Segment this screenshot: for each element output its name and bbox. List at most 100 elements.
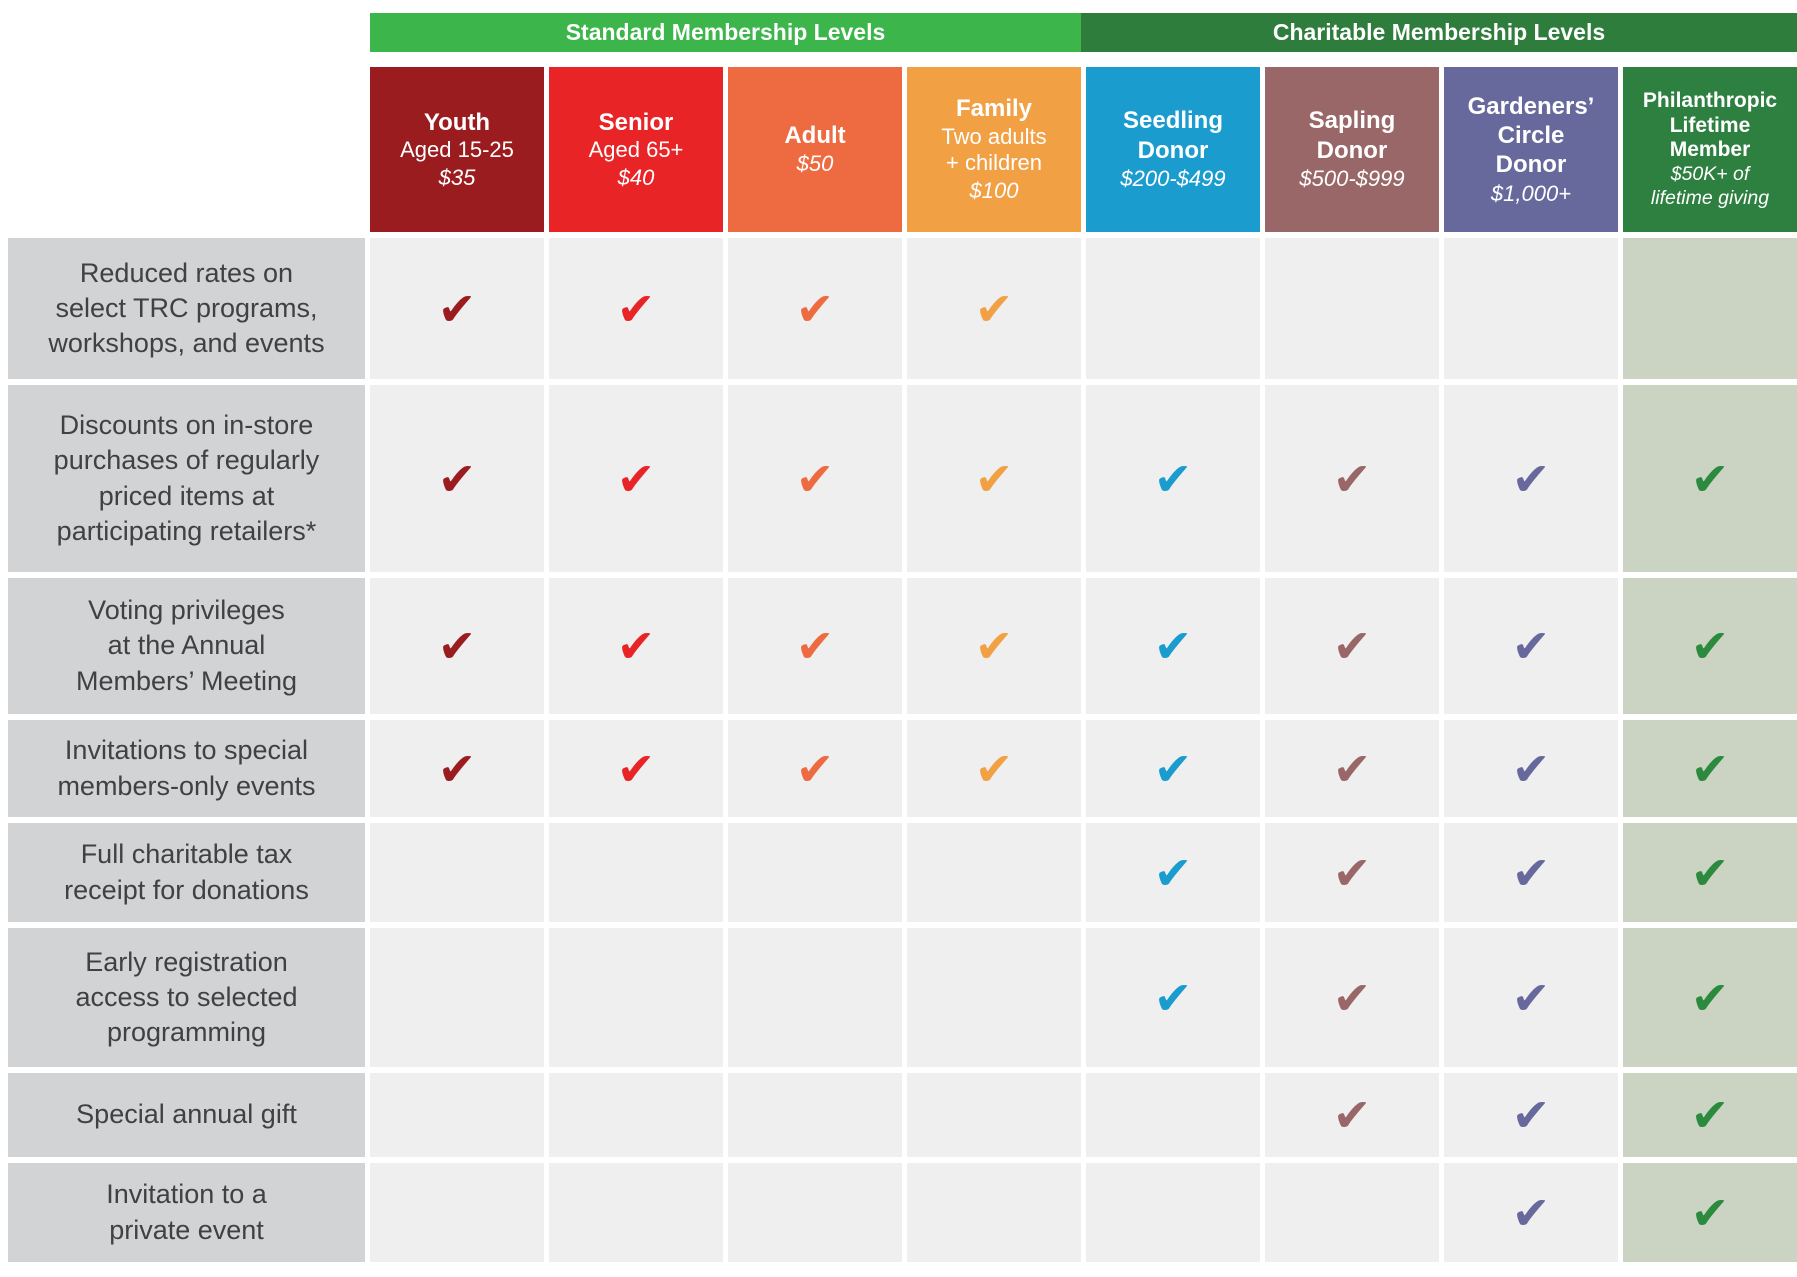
check-cell bbox=[907, 928, 1081, 1067]
check-cell bbox=[907, 823, 1081, 922]
check-cell bbox=[370, 1163, 544, 1262]
column-price: $35 bbox=[438, 164, 476, 190]
column-price: $50 bbox=[796, 151, 834, 177]
row-label-private-event: Invitation to a private event bbox=[8, 1163, 365, 1262]
corner-spacer bbox=[8, 67, 365, 232]
check-cell: ✔ bbox=[1265, 928, 1439, 1067]
row-label-special-events: Invitations to special members-only even… bbox=[8, 720, 365, 817]
column-title: Senior bbox=[598, 108, 674, 136]
check-cell: ✔ bbox=[370, 238, 544, 379]
check-cell: ✔ bbox=[1623, 1163, 1797, 1262]
check-cell: ✔ bbox=[1444, 1073, 1618, 1157]
check-cell: ✔ bbox=[1444, 385, 1618, 572]
check-cell: ✔ bbox=[1444, 1163, 1618, 1262]
column-subtitle: Aged 15-25 bbox=[400, 136, 514, 162]
check-cell: ✔ bbox=[1265, 385, 1439, 572]
row-label-tax-receipt: Full charitable tax receipt for donation… bbox=[8, 823, 365, 922]
check-cell bbox=[1265, 238, 1439, 379]
check-cell: ✔ bbox=[1265, 578, 1439, 714]
check-cell: ✔ bbox=[1086, 823, 1260, 922]
column-price: $100 bbox=[969, 178, 1019, 204]
column-price: $50K+ of lifetime giving bbox=[1650, 163, 1770, 209]
check-cell: ✔ bbox=[907, 385, 1081, 572]
charitable-membership-band: Charitable Membership Levels bbox=[1081, 13, 1797, 52]
check-cell bbox=[370, 1073, 544, 1157]
check-cell: ✔ bbox=[907, 238, 1081, 379]
check-cell bbox=[1086, 238, 1260, 379]
column-header-gardeners-circle-donor: Gardeners’ Circle Donor $1,000+ bbox=[1444, 67, 1618, 232]
column-header-senior: Senior Aged 65+ $40 bbox=[549, 67, 723, 232]
check-cell: ✔ bbox=[907, 578, 1081, 714]
check-cell bbox=[1623, 238, 1797, 379]
row-label-early-registration: Early registration access to selected pr… bbox=[8, 928, 365, 1067]
row-label-voting-privileges: Voting privileges at the Annual Members’… bbox=[8, 578, 365, 714]
check-cell: ✔ bbox=[1444, 720, 1618, 817]
column-title: Adult bbox=[784, 122, 846, 150]
check-cell: ✔ bbox=[1444, 928, 1618, 1067]
check-cell: ✔ bbox=[1086, 720, 1260, 817]
check-cell: ✔ bbox=[728, 385, 902, 572]
column-title: Family bbox=[955, 95, 1033, 123]
check-cell bbox=[728, 823, 902, 922]
check-cell: ✔ bbox=[370, 385, 544, 572]
column-subtitle: Two adults + children bbox=[941, 123, 1047, 176]
check-cell bbox=[728, 1073, 902, 1157]
column-title: Seedling Donor bbox=[1122, 107, 1224, 164]
check-cell bbox=[549, 928, 723, 1067]
check-cell bbox=[370, 823, 544, 922]
check-cell bbox=[907, 1073, 1081, 1157]
check-cell bbox=[1086, 1163, 1260, 1262]
column-header-philanthropic-lifetime-member: Philanthropic Lifetime Member $50K+ of l… bbox=[1623, 67, 1797, 232]
column-title: Philanthropic Lifetime Member bbox=[1642, 88, 1778, 162]
row-label-annual-gift: Special annual gift bbox=[8, 1073, 365, 1157]
check-cell: ✔ bbox=[1086, 385, 1260, 572]
check-cell bbox=[1444, 238, 1618, 379]
column-title: Sapling Donor bbox=[1308, 107, 1396, 164]
group-header-band: Standard Membership Levels Charitable Me… bbox=[370, 13, 1797, 52]
column-price: $500-$999 bbox=[1299, 166, 1405, 192]
check-cell: ✔ bbox=[728, 578, 902, 714]
check-cell: ✔ bbox=[1623, 385, 1797, 572]
check-cell bbox=[1265, 1163, 1439, 1262]
check-cell: ✔ bbox=[1623, 928, 1797, 1067]
column-header-family: Family Two adults + children $100 bbox=[907, 67, 1081, 232]
check-cell: ✔ bbox=[549, 720, 723, 817]
row-label-store-discounts: Discounts on in-store purchases of regul… bbox=[8, 385, 365, 572]
column-header-seedling-donor: Seedling Donor $200-$499 bbox=[1086, 67, 1260, 232]
standard-membership-band: Standard Membership Levels bbox=[370, 13, 1081, 52]
check-cell: ✔ bbox=[1623, 1073, 1797, 1157]
check-cell: ✔ bbox=[1444, 578, 1618, 714]
check-cell bbox=[728, 928, 902, 1067]
check-cell bbox=[370, 928, 544, 1067]
check-cell: ✔ bbox=[1086, 578, 1260, 714]
check-cell: ✔ bbox=[728, 720, 902, 817]
check-cell: ✔ bbox=[1086, 928, 1260, 1067]
row-label-reduced-rates: Reduced rates on select TRC programs, wo… bbox=[8, 238, 365, 379]
check-cell bbox=[549, 1073, 723, 1157]
check-cell: ✔ bbox=[1623, 823, 1797, 922]
check-cell: ✔ bbox=[1444, 823, 1618, 922]
check-cell: ✔ bbox=[549, 238, 723, 379]
check-cell bbox=[907, 1163, 1081, 1262]
check-cell: ✔ bbox=[1265, 1073, 1439, 1157]
check-cell: ✔ bbox=[1265, 720, 1439, 817]
column-header-sapling-donor: Sapling Donor $500-$999 bbox=[1265, 67, 1439, 232]
column-title: Gardeners’ Circle Donor bbox=[1467, 92, 1595, 179]
benefits-grid: Youth Aged 15-25 $35 Senior Aged 65+ $40… bbox=[8, 67, 1797, 1262]
check-cell: ✔ bbox=[728, 238, 902, 379]
column-price: $40 bbox=[617, 164, 655, 190]
column-price: $1,000+ bbox=[1490, 180, 1572, 206]
check-cell: ✔ bbox=[370, 720, 544, 817]
check-cell bbox=[549, 1163, 723, 1262]
check-cell: ✔ bbox=[370, 578, 544, 714]
column-header-youth: Youth Aged 15-25 $35 bbox=[370, 67, 544, 232]
check-cell bbox=[728, 1163, 902, 1262]
check-cell: ✔ bbox=[1623, 578, 1797, 714]
check-cell: ✔ bbox=[1623, 720, 1797, 817]
column-subtitle: Aged 65+ bbox=[588, 136, 684, 162]
check-cell bbox=[549, 823, 723, 922]
check-cell: ✔ bbox=[907, 720, 1081, 817]
check-cell bbox=[1086, 1073, 1260, 1157]
check-cell: ✔ bbox=[1265, 823, 1439, 922]
